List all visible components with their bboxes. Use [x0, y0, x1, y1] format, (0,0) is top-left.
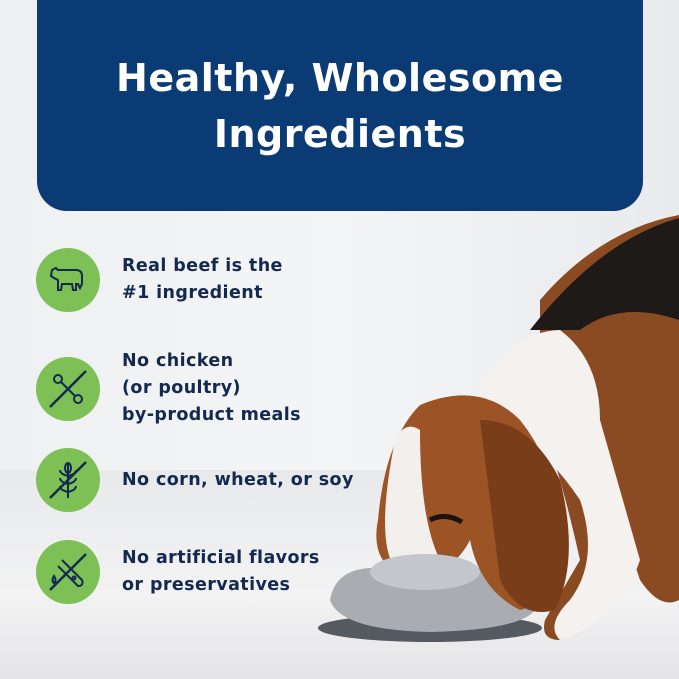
- feature-text: #1 ingredient: [122, 283, 263, 303]
- header-banner: Healthy, Wholesome Ingredients: [37, 0, 643, 211]
- feature-text: by-product meals: [122, 405, 301, 425]
- title-line-1: Healthy, Wholesome: [116, 55, 564, 100]
- cow-icon: [36, 248, 100, 312]
- feature-text: or preservatives: [122, 575, 291, 595]
- feature-text: No chicken: [122, 351, 234, 371]
- feature-no-grain: No corn, wheat, or soy: [36, 448, 354, 512]
- beagle-eating-image: [318, 215, 679, 642]
- feature-text: No corn, wheat, or soy: [122, 469, 354, 490]
- feature-text: No artificial flavors: [122, 548, 320, 568]
- feature-no-artificial: No artificial flavors or preservatives: [36, 540, 320, 604]
- page-title: Healthy, Wholesome Ingredients: [116, 50, 564, 162]
- feature-no-chicken: No chicken (or poultry) by-product meals: [36, 348, 301, 429]
- no-bone-icon: [36, 356, 100, 421]
- feature-text: Real beef is the: [122, 256, 283, 276]
- feature-real-beef: Real beef is the #1 ingredient: [36, 248, 283, 312]
- no-test-tube-icon: [36, 540, 100, 604]
- feature-text: (or poultry): [122, 378, 241, 398]
- title-line-2: Ingredients: [213, 111, 467, 156]
- no-grain-icon: [36, 448, 100, 512]
